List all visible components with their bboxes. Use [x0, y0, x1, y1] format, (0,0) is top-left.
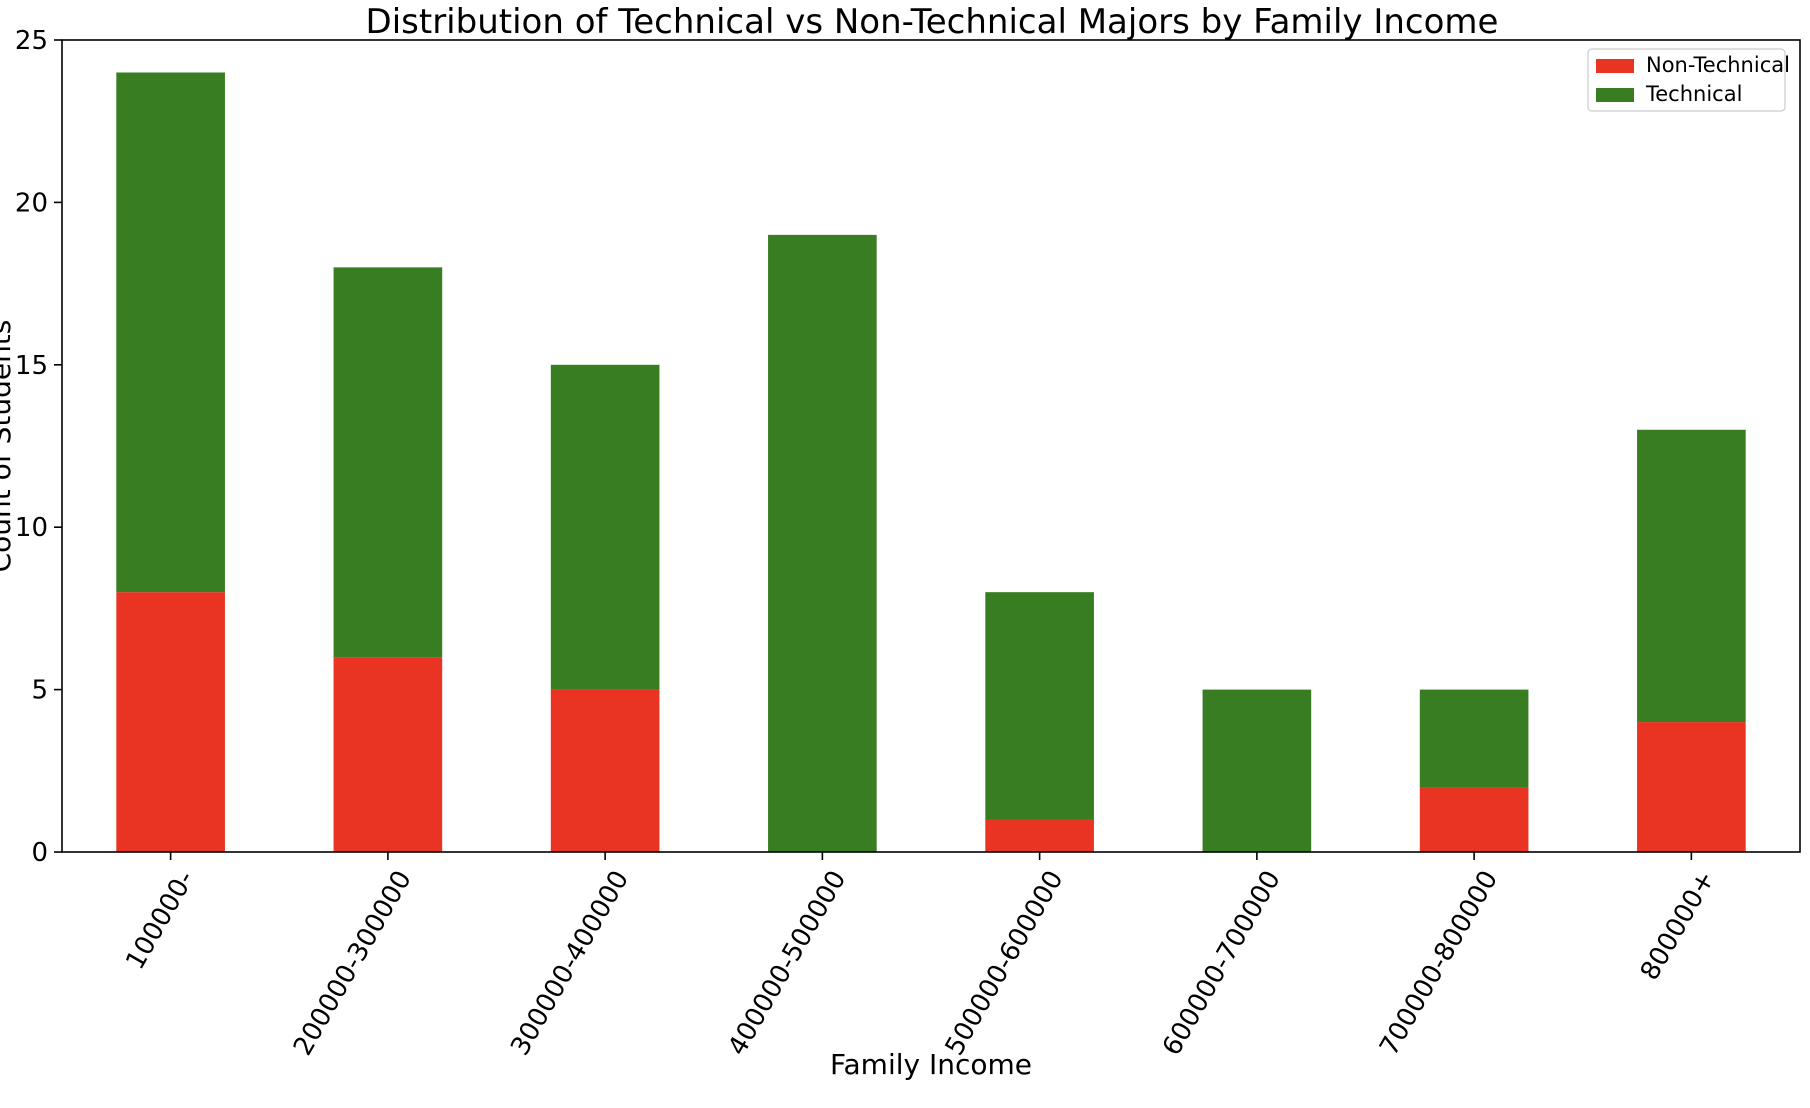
legend-label: Non-Technical [1646, 53, 1790, 77]
bar-non-technical-1 [333, 657, 443, 852]
x-tick-label: 300000-400000 [505, 866, 635, 1061]
y-tick-label: 10 [15, 513, 48, 543]
x-tick-label: 700000-800000 [1374, 866, 1504, 1061]
bar-technical-3 [768, 234, 877, 852]
y-tick-label: 5 [31, 676, 48, 706]
legend-label: Technical [1645, 82, 1742, 106]
bar-technical-4 [985, 592, 1094, 820]
legend-swatch [1596, 59, 1634, 73]
x-tick-label: 400000-500000 [722, 866, 852, 1061]
bar-technical-2 [550, 364, 660, 690]
x-tick-label: 200000-300000 [288, 866, 418, 1061]
bar-technical-1 [333, 267, 443, 658]
bar-technical-7 [1637, 429, 1746, 723]
x-tick-label: 500000-600000 [940, 866, 1070, 1061]
x-tick-label: 600000-700000 [1157, 866, 1287, 1061]
y-tick-label: 20 [15, 188, 48, 218]
bar-non-technical-7 [1637, 722, 1746, 852]
chart-title: Distribution of Technical vs Non-Technic… [366, 2, 1499, 42]
bar-non-technical-0 [116, 592, 225, 852]
bars-group [116, 72, 1746, 852]
x-axis: 100000- 200000-300000 300000-400000 400000-… [120, 852, 1721, 1061]
legend-swatch [1596, 88, 1634, 102]
legend-box [1587, 48, 1786, 112]
x-axis-title: Family Income [830, 1048, 1032, 1081]
bar-technical-0 [116, 72, 225, 593]
y-tick-label: 15 [15, 351, 48, 381]
bar-technical-6 [1419, 689, 1529, 788]
bar-technical-5 [1202, 689, 1312, 852]
legend: Non-Technical Technical [1587, 48, 1790, 112]
y-axis: 0 5 10 15 20 25 [15, 26, 62, 868]
y-tick-label: 25 [15, 26, 48, 56]
x-tick-label: 800000+ [1635, 866, 1722, 986]
plot-frame [61, 39, 1801, 853]
bar-non-technical-4 [985, 819, 1094, 852]
bar-non-technical-6 [1419, 787, 1529, 852]
y-axis-title: Count of Students [0, 320, 17, 573]
x-tick-label: 100000- [120, 866, 200, 975]
bar-non-technical-2 [550, 689, 660, 852]
y-tick-label: 0 [31, 838, 48, 868]
